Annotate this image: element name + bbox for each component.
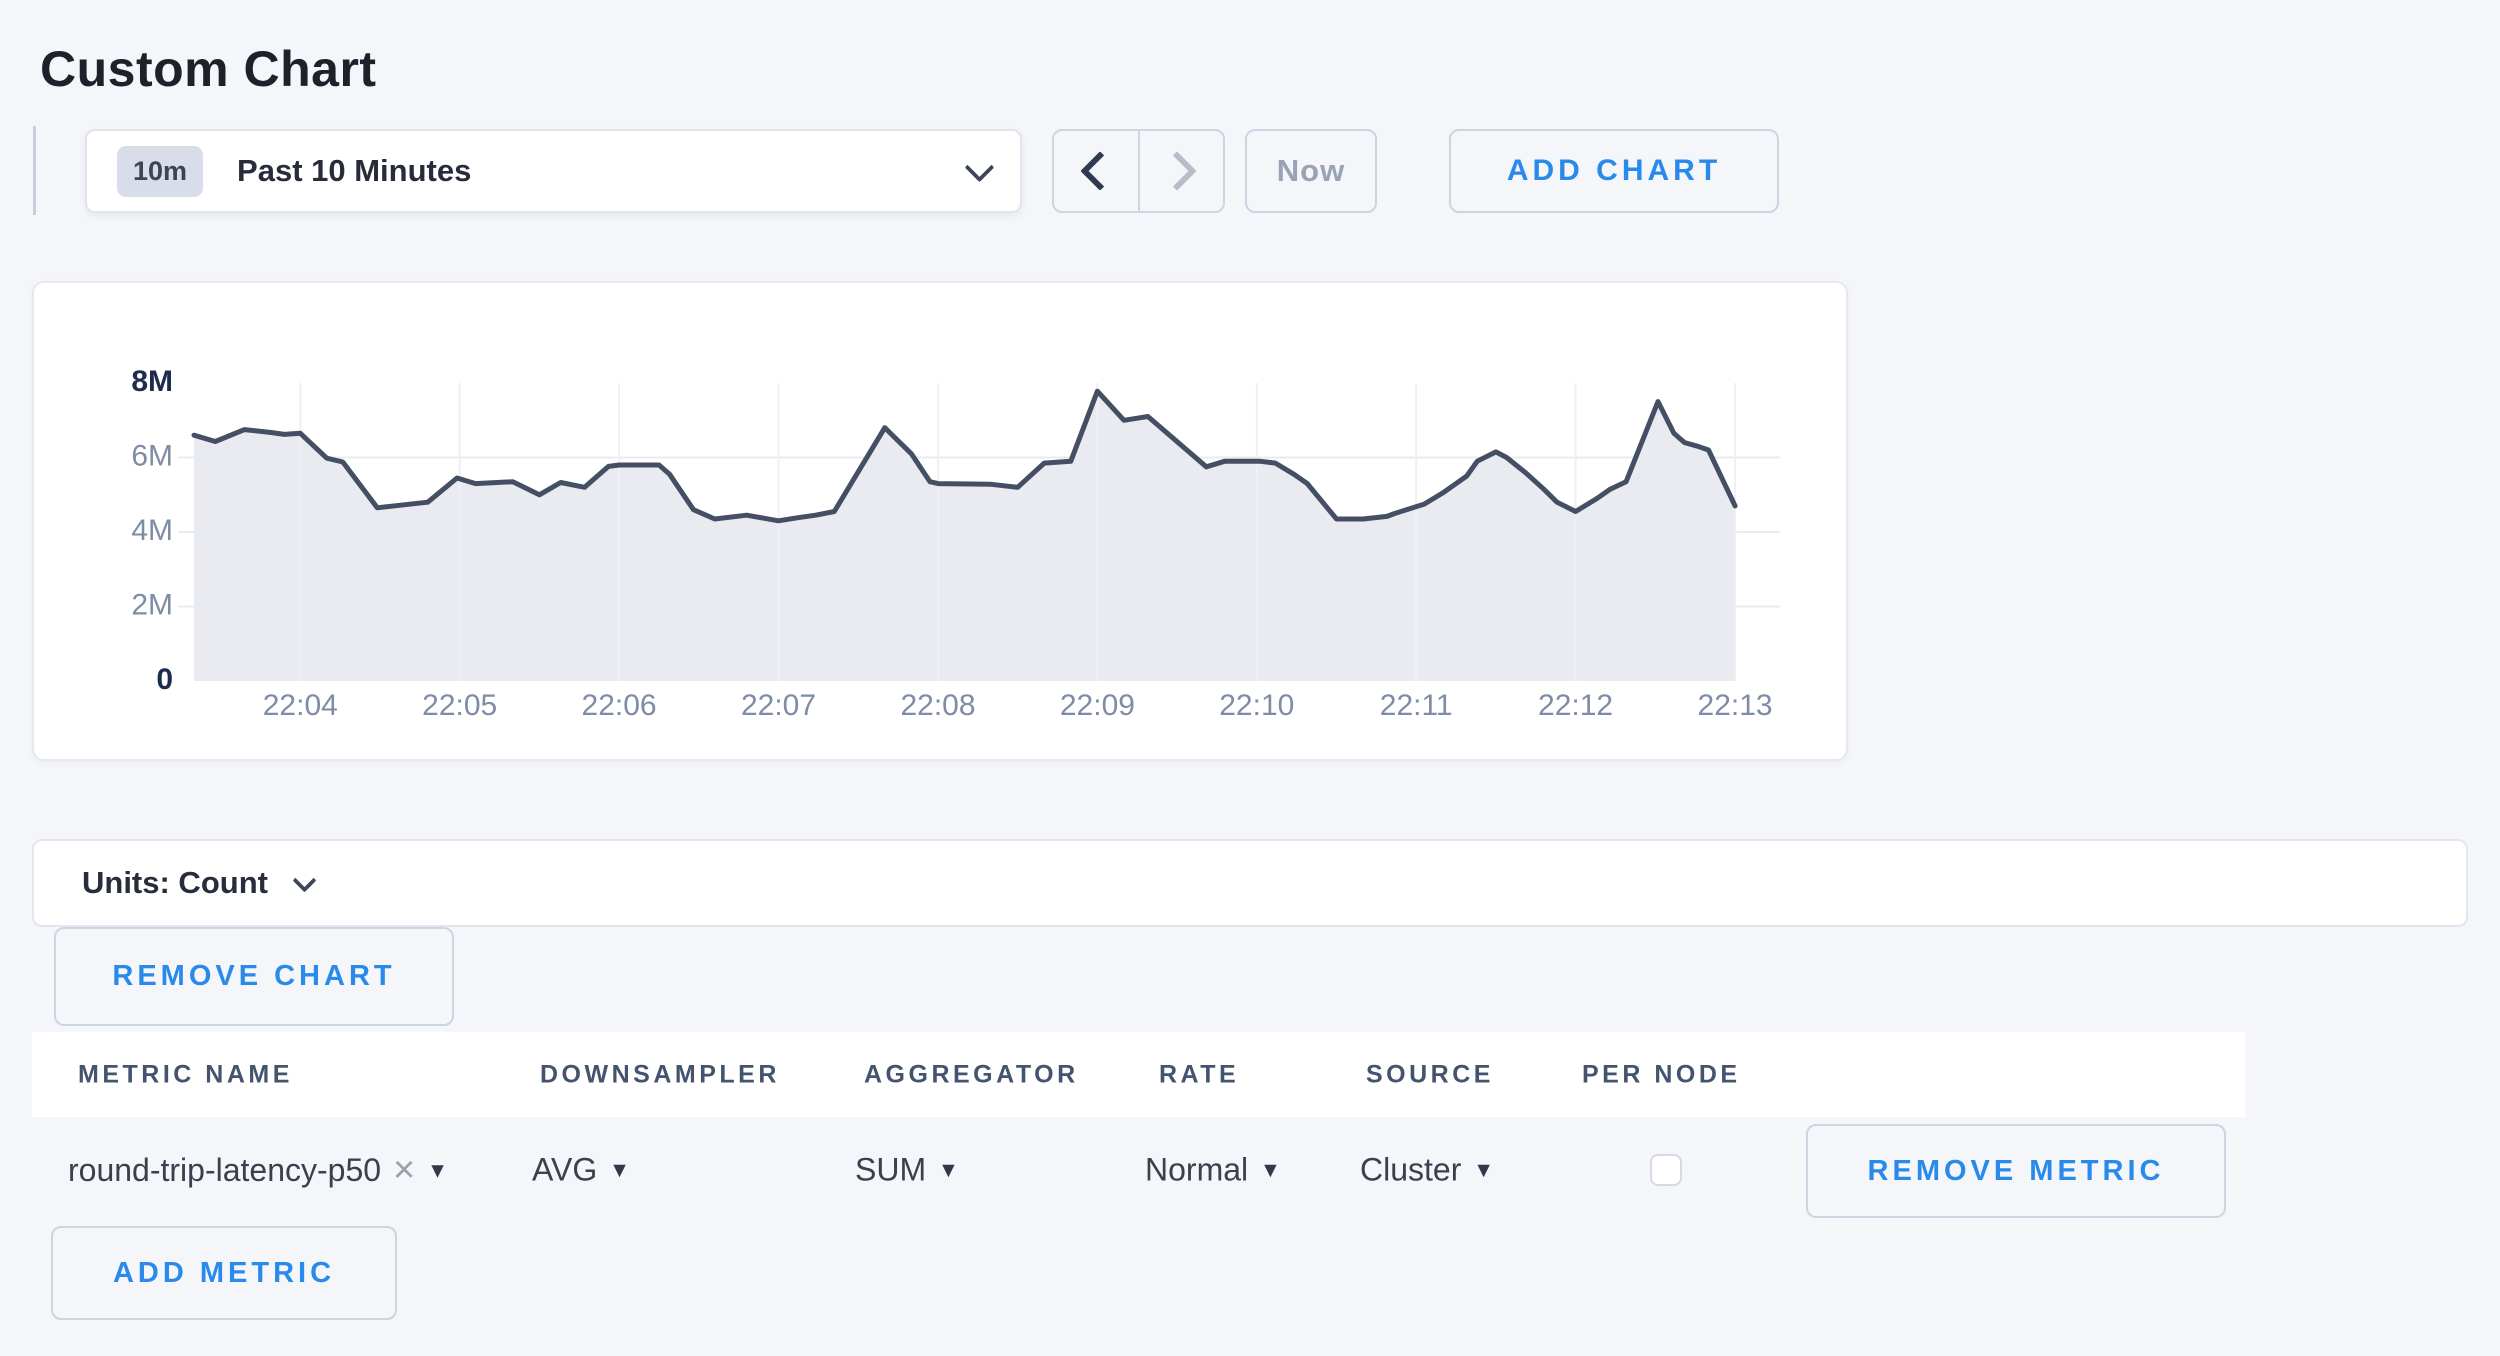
rate-select[interactable]: Normal ▾ — [1145, 1152, 1277, 1189]
time-nav-group — [1052, 129, 1225, 213]
column-header-per-node: PER NODE — [1582, 1060, 1741, 1088]
y-axis-label: 6M — [131, 439, 173, 472]
y-axis-label: 8M — [131, 365, 173, 398]
column-header-aggregator: AGGREGATOR — [864, 1060, 1079, 1088]
source-value: Cluster — [1360, 1151, 1462, 1188]
time-next-button[interactable] — [1137, 131, 1224, 211]
column-header-source: SOURCE — [1366, 1060, 1494, 1088]
dropdown-triangle-icon: ▾ — [431, 1155, 444, 1184]
rate-value: Normal — [1145, 1151, 1249, 1188]
remove-metric-x-icon[interactable]: × — [393, 1149, 416, 1191]
x-axis-label: 22:07 — [741, 689, 816, 722]
time-range-label: Past 10 Minutes — [237, 153, 472, 188]
chart-canvas[interactable]: 0 2M 4M 6M 8M 22:04 22:05 22:06 22:07 22:08 22:09 2… — [120, 360, 1820, 740]
chevron-right-icon — [1157, 151, 1198, 191]
aggregator-value: SUM — [855, 1151, 927, 1188]
dropdown-triangle-icon: ▾ — [1477, 1155, 1490, 1184]
units-label: Units: Count — [82, 865, 268, 900]
dropdown-triangle-icon: ▾ — [1264, 1155, 1277, 1184]
x-axis-label: 22:10 — [1219, 689, 1294, 722]
x-axis-label: 22:05 — [422, 689, 497, 722]
metrics-table-header: METRIC NAME DOWNSAMPLER AGGREGATOR RATE … — [32, 1032, 2245, 1117]
column-header-metric-name: METRIC NAME — [78, 1060, 293, 1088]
x-axis-label: 22:13 — [1698, 689, 1773, 722]
x-axis-label: 22:06 — [582, 689, 657, 722]
y-axis-label: 0 — [156, 663, 173, 696]
time-range-dropdown[interactable]: 10m Past 10 Minutes — [85, 129, 1022, 213]
y-axis-label: 2M — [131, 588, 173, 621]
chevron-down-icon — [964, 152, 995, 182]
x-axis-label: 22:11 — [1380, 689, 1453, 722]
page-title: Custom Chart — [40, 41, 377, 97]
metric-name-select[interactable]: round-trip-latency-p50 × ▾ — [68, 1151, 444, 1189]
dropdown-triangle-icon: ▾ — [942, 1155, 955, 1184]
chevron-left-icon — [1079, 151, 1120, 191]
x-axis-label: 22:09 — [1060, 689, 1135, 722]
series-line — [191, 388, 1738, 524]
downsampler-value: AVG — [532, 1151, 598, 1188]
chevron-down-icon — [292, 867, 317, 893]
source-select[interactable]: Cluster ▾ — [1360, 1152, 1490, 1189]
now-button[interactable]: Now — [1245, 129, 1377, 213]
aggregator-select[interactable]: SUM ▾ — [855, 1152, 955, 1189]
downsampler-select[interactable]: AVG ▾ — [532, 1152, 626, 1189]
column-header-rate: RATE — [1159, 1060, 1240, 1088]
units-dropdown[interactable]: Units: Count — [32, 839, 2468, 927]
remove-chart-button[interactable]: REMOVE CHART — [54, 927, 454, 1026]
add-chart-button[interactable]: ADD CHART — [1449, 129, 1779, 213]
y-axis-label: 4M — [131, 514, 173, 547]
per-node-checkbox[interactable] — [1650, 1154, 1682, 1186]
x-axis-label: 22:08 — [900, 689, 975, 722]
dropdown-triangle-icon: ▾ — [613, 1155, 626, 1184]
x-axis-label: 22:04 — [263, 689, 338, 722]
add-metric-button[interactable]: ADD METRIC — [51, 1226, 397, 1320]
series-area — [194, 391, 1736, 681]
x-axis-label: 22:12 — [1538, 689, 1613, 722]
toolbar-divider — [33, 126, 36, 215]
column-header-downsampler: DOWNSAMPLER — [540, 1060, 780, 1088]
metric-name-value: round-trip-latency-p50 — [68, 1151, 382, 1188]
remove-metric-button[interactable]: REMOVE METRIC — [1806, 1124, 2226, 1218]
time-range-badge: 10m — [117, 145, 204, 197]
time-prev-button[interactable] — [1054, 131, 1138, 211]
